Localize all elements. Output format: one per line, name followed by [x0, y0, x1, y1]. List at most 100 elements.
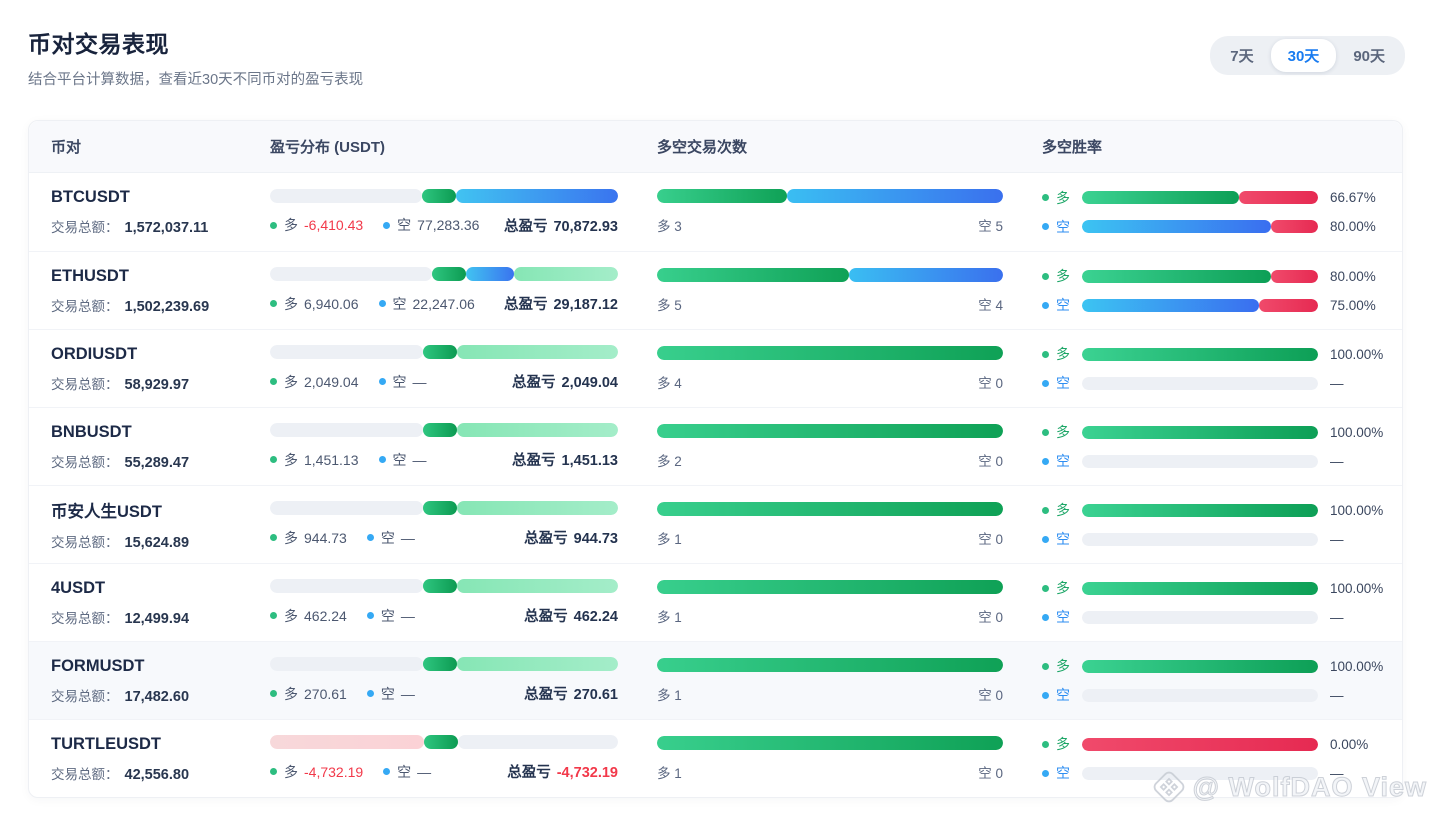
pnl-bar-segment — [423, 345, 458, 359]
long-winrate-value: 100.00% — [1330, 658, 1384, 674]
long-winrate-line: 多 80.00% — [1042, 266, 1388, 286]
pair-cell: 币安人生USDT 交易总额： 15,624.89 — [51, 498, 270, 551]
total-pnl-label: 总盈亏 — [512, 375, 556, 391]
pnl-bar-segment — [422, 188, 457, 203]
counts-cell: 多 1 空 0 — [657, 501, 1003, 548]
table-row[interactable]: BNBUSDT 交易总额： 55,289.47 多 1,451.13 空 — 总盈亏 1,451… — [29, 407, 1402, 485]
table-row[interactable]: 币安人生USDT 交易总额： 15,624.89 多 944.73 空 — 总盈亏 944.73… — [29, 485, 1402, 563]
winrate-empty-segment — [1082, 610, 1318, 624]
volume-line: 交易总额： 12,499.94 — [51, 607, 270, 627]
pnl-cell: 多 270.61 空 — 总盈亏 270.61 — [270, 657, 618, 704]
winrate-cell: 多 0.00% 空 — — [1042, 734, 1388, 783]
counts-long-segment — [657, 345, 1003, 360]
long-label: 多 — [284, 451, 298, 468]
winrate-empty-segment — [1082, 532, 1318, 546]
total-pnl-label: 总盈亏 — [512, 453, 556, 469]
table-row[interactable]: ETHUSDT 交易总额： 1,502,239.69 多 6,940.06 空 22,247… — [29, 251, 1402, 329]
pnl-legend: 多 270.61 空 — 总盈亏 270.61 — [270, 683, 618, 704]
counts-cell: 多 1 空 0 — [657, 735, 1003, 782]
short-winrate-label: 空 — [1056, 297, 1070, 313]
pnl-bar-segment — [465, 267, 515, 281]
short-pnl-value: — — [400, 685, 415, 702]
time-range-7d-button[interactable]: 7天 — [1213, 39, 1270, 72]
time-range-90d-button[interactable]: 90天 — [1336, 39, 1402, 72]
long-winrate-value: 100.00% — [1330, 580, 1384, 596]
counts-short-segment — [786, 189, 1003, 203]
winrate-win-segment — [1082, 581, 1318, 595]
short-label: 空 — [380, 607, 395, 624]
counts-cell: 多 1 空 0 — [657, 657, 1003, 704]
pnl-legend: 多 2,049.04 空 — 总盈亏 2,049.04 — [270, 371, 618, 392]
short-pnl: 空 — — [366, 606, 415, 626]
total-pnl: 总盈亏 944.73 — [524, 527, 618, 548]
short-label: 空 — [380, 685, 395, 702]
short-dot-icon — [378, 378, 386, 385]
table-row[interactable]: FORMUSDT 交易总额： 17,482.60 多 270.61 空 — 总盈亏 270.61… — [29, 641, 1402, 719]
volume-value: 42,556.80 — [124, 766, 190, 783]
volume-label: 交易总额： — [51, 766, 119, 782]
long-winrate-value: 80.00% — [1330, 268, 1376, 284]
long-count: 多 1 — [657, 765, 682, 781]
pnl-distribution-bar — [270, 345, 618, 359]
winrate-loss-segment — [1270, 220, 1318, 233]
long-winrate-label: 多 — [1056, 424, 1070, 440]
short-label: 空 — [380, 529, 395, 546]
counts-labels: 多 4 空 0 — [657, 372, 1003, 392]
volume-label: 交易总额： — [51, 610, 119, 626]
counts-cell: 多 2 空 0 — [657, 423, 1003, 470]
short-winrate-value: — — [1330, 375, 1344, 391]
short-count: 空 0 — [978, 453, 1003, 469]
volume-label: 交易总额： — [51, 298, 119, 314]
pnl-bar-segment — [270, 423, 424, 437]
short-pnl: 空 — — [378, 372, 427, 392]
short-label: 空 — [397, 217, 412, 233]
short-count: 空 5 — [978, 219, 1003, 234]
long-winrate-label: 多 — [1056, 346, 1070, 362]
counts-long-segment — [657, 189, 787, 203]
pair-name: 4USDT — [51, 578, 106, 597]
short-dot-icon — [1042, 379, 1049, 387]
time-range-30d-button[interactable]: 30天 — [1270, 39, 1337, 72]
long-count: 多 2 — [657, 453, 682, 469]
total-pnl-label: 总盈亏 — [524, 609, 568, 625]
long-winrate-bar — [1082, 269, 1318, 283]
counts-bar — [657, 657, 1003, 672]
short-count: 空 0 — [978, 609, 1003, 625]
winrate-empty-segment — [1082, 688, 1318, 702]
pnl-bar-segment — [457, 345, 618, 359]
counts-labels: 多 3 空 5 — [657, 215, 1003, 235]
long-label: 多 — [284, 607, 298, 624]
table-row[interactable]: TURTLEUSDT 交易总额： 42,556.80 多 -4,732.19 空 — 总盈亏 -… — [29, 719, 1402, 797]
volume-label: 交易总额： — [51, 688, 119, 704]
watermark: @ WolfDAO View — [1151, 769, 1427, 805]
winrate-cell: 多 80.00% 空 75.00% — [1042, 266, 1388, 315]
counts-labels: 多 1 空 0 — [657, 762, 1003, 782]
short-pnl: 空 — — [366, 528, 415, 548]
total-pnl: 总盈亏 70,872.93 — [504, 215, 618, 236]
pnl-bar-segment — [457, 501, 618, 515]
short-dot-icon — [1042, 301, 1049, 309]
pnl-cell: 多 462.24 空 — 总盈亏 462.24 — [270, 579, 618, 626]
table-row[interactable]: 4USDT 交易总额： 12,499.94 多 462.24 空 — 总盈亏 462.24 多 1… — [29, 563, 1402, 641]
pair-cell: BTCUSDT 交易总额： 1,572,037.11 — [51, 188, 270, 236]
long-count: 多 3 — [657, 219, 682, 234]
short-pnl-value: — — [417, 763, 432, 780]
long-dot-icon — [270, 378, 277, 385]
short-winrate-bar — [1082, 454, 1318, 468]
long-label: 多 — [284, 373, 298, 390]
table-row[interactable]: BTCUSDT 交易总额： 1,572,037.11 多 -6,410.43 空 77,28… — [29, 173, 1402, 251]
short-dot-icon — [1042, 223, 1049, 230]
short-winrate-value: — — [1330, 765, 1344, 781]
header-win-rate: 多空胜率 — [1042, 139, 1103, 156]
short-dot-icon — [383, 221, 391, 229]
winrate-cell: 多 100.00% 空 — — [1042, 422, 1388, 471]
pair-cell: ETHUSDT 交易总额： 1,502,239.69 — [51, 267, 270, 315]
long-winrate-bar — [1082, 581, 1318, 595]
long-dot-icon — [270, 768, 277, 775]
pnl-bar-segment — [457, 579, 618, 593]
volume-label: 交易总额： — [51, 454, 119, 470]
volume-line: 交易总额： 17,482.60 — [51, 685, 270, 705]
pnl-cell: 多 -4,732.19 空 — 总盈亏 -4,732.19 — [270, 735, 618, 782]
table-row[interactable]: ORDIUSDT 交易总额： 58,929.97 多 2,049.04 空 — 总盈亏 2,04… — [29, 329, 1402, 407]
page-subtitle: 结合平台计算数据，查看近30天不同币对的盈亏表现 — [28, 72, 364, 88]
